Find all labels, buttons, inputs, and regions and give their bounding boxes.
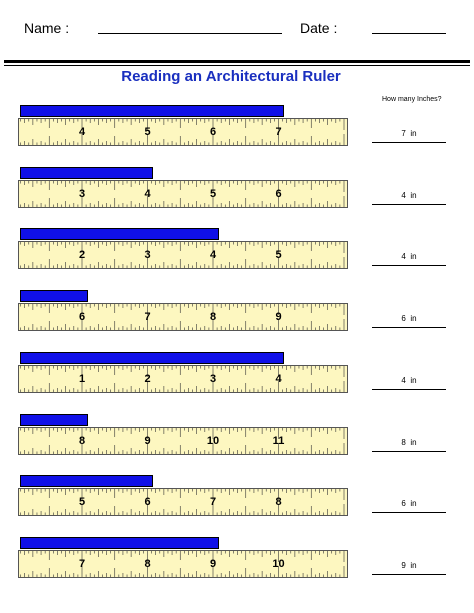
- ruler-ticks: [20, 365, 345, 392]
- answer-unit: in: [410, 499, 417, 509]
- answer-value: 4: [401, 252, 406, 262]
- ruler-number: 3: [209, 372, 217, 385]
- ruler-number: 5: [209, 187, 217, 200]
- ruler-number: 7: [275, 126, 282, 138]
- ruler-number: 6: [144, 496, 151, 509]
- ruler-number: 10: [206, 434, 220, 447]
- exercise-row: 2 3 4 5 4 in: [0, 228, 474, 288]
- ruler-number: 2: [144, 372, 151, 385]
- ruler-number: 1: [78, 372, 86, 385]
- ruler-ticks: [20, 550, 345, 577]
- ruler-number: 6: [78, 311, 86, 324]
- ruler: 3 4 5 6: [18, 179, 348, 208]
- ruler-number: 10: [272, 557, 285, 570]
- answer-unit: in: [410, 314, 417, 324]
- ruler-number: 4: [209, 249, 217, 262]
- answer-value: 7: [401, 129, 406, 138]
- answer-unit: in: [410, 560, 417, 570]
- header-divider-thin: [4, 65, 470, 66]
- ruler-number: 8: [78, 434, 86, 447]
- ruler-number: 3: [78, 187, 86, 200]
- ruler-ticks: [20, 180, 345, 207]
- ruler-number: 3: [144, 249, 151, 262]
- answer-field[interactable]: 9 in: [372, 561, 446, 575]
- answer-unit: in: [410, 375, 417, 385]
- answer-value: 4: [401, 190, 406, 200]
- ruler-number: 9: [144, 434, 151, 447]
- measured-bar: [20, 290, 88, 303]
- date-field-line[interactable]: [372, 33, 446, 34]
- answer-field[interactable]: 4 in: [372, 376, 446, 390]
- ruler: 5 6 7 8: [18, 488, 348, 517]
- ruler-number: 7: [209, 496, 217, 509]
- exercise-row: 6 7 8 9 6 in: [0, 290, 474, 350]
- ruler-number: 4: [144, 187, 151, 200]
- answer-unit: in: [410, 252, 417, 262]
- answer-field[interactable]: 7 in: [372, 129, 446, 143]
- answer-field[interactable]: 4 in: [372, 252, 446, 267]
- ruler-number: 5: [144, 126, 151, 138]
- measured-bar: [20, 228, 219, 241]
- measured-bar: [20, 166, 153, 179]
- ruler-number: 8: [209, 311, 217, 324]
- ruler: 7 8 9 10: [18, 549, 348, 578]
- ruler-ticks: [20, 304, 345, 331]
- ruler: 2 3 4 5: [18, 241, 348, 270]
- ruler-number: 7: [78, 557, 86, 570]
- ruler-number: 9: [275, 311, 282, 324]
- ruler-ticks: [20, 119, 345, 145]
- answer-value: 8: [401, 437, 406, 447]
- ruler-number: 4: [78, 126, 86, 138]
- answer-field[interactable]: 6 in: [372, 314, 446, 329]
- answer-unit: in: [410, 129, 417, 138]
- name-field-line[interactable]: [98, 33, 282, 34]
- answer-field[interactable]: 6 in: [372, 499, 446, 514]
- ruler-number: 5: [78, 496, 86, 509]
- answer-value: 4: [401, 375, 406, 385]
- measured-bar: [20, 105, 284, 117]
- measured-bar: [20, 475, 153, 488]
- exercise-row: 8 9 10 11 8 in: [0, 413, 474, 474]
- date-label: Date :: [300, 20, 338, 36]
- measured-bar: [20, 536, 219, 549]
- exercise-row: 7 8 9 10 9 in: [0, 536, 474, 597]
- exercise-row: 5 6 7 8 6 in: [0, 475, 474, 535]
- ruler-number: 7: [144, 311, 151, 324]
- worksheet-title: Reading an Architectural Ruler: [121, 68, 341, 85]
- ruler-number: 2: [78, 249, 86, 262]
- ruler: 1 2 3 4: [18, 364, 348, 393]
- ruler-number: 9: [209, 557, 217, 570]
- answer-value: 6: [401, 314, 406, 324]
- ruler: 4 5 6 7: [18, 118, 348, 146]
- name-label: Name :: [24, 20, 70, 36]
- ruler-ticks: [20, 489, 345, 516]
- answer-field[interactable]: 8 in: [372, 438, 446, 452]
- ruler-number: 4: [275, 372, 282, 385]
- answer-value: 6: [401, 499, 406, 509]
- answer-unit: in: [410, 190, 417, 200]
- answer-unit: in: [410, 437, 417, 447]
- ruler-ticks: [20, 427, 345, 454]
- measured-bar: [20, 351, 284, 364]
- answer-value: 9: [401, 560, 406, 570]
- ruler-number: 8: [144, 557, 151, 570]
- ruler-ticks: [20, 242, 345, 269]
- ruler: 6 7 8 9: [18, 303, 348, 332]
- answer-column-heading: How many Inches?: [382, 96, 442, 103]
- exercise-row: 3 4 5 6 4 in: [0, 166, 474, 227]
- header-divider: [4, 60, 470, 63]
- ruler: 8 9 10 11: [18, 426, 348, 455]
- ruler-number: 5: [275, 249, 282, 262]
- ruler-number: 11: [272, 434, 285, 447]
- answer-field[interactable]: 4 in: [372, 191, 446, 205]
- measured-bar: [20, 413, 88, 426]
- ruler-number: 8: [275, 496, 282, 509]
- ruler-number: 6: [275, 187, 282, 200]
- ruler-number: 6: [209, 126, 217, 138]
